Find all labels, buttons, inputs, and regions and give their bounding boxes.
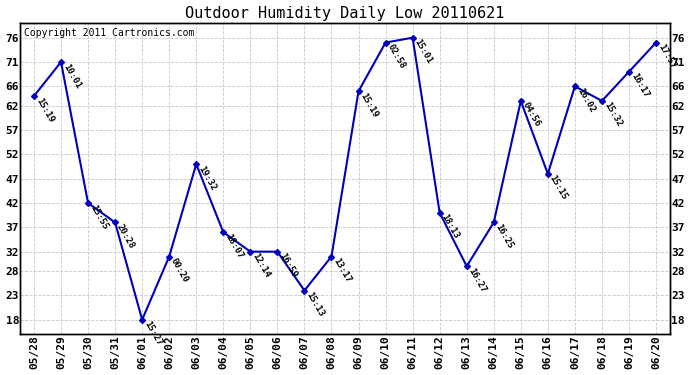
Text: 15:19: 15:19	[34, 96, 55, 124]
Text: Copyright 2011 Cartronics.com: Copyright 2011 Cartronics.com	[23, 28, 194, 38]
Text: 02:58: 02:58	[386, 42, 407, 70]
Text: 16:02: 16:02	[575, 86, 596, 114]
Text: 15:15: 15:15	[548, 174, 569, 202]
Text: 15:13: 15:13	[304, 291, 326, 318]
Text: 10:01: 10:01	[61, 62, 82, 90]
Text: 18:07: 18:07	[224, 232, 244, 260]
Text: 04:56: 04:56	[521, 101, 542, 129]
Text: 15:27: 15:27	[142, 320, 164, 348]
Text: 15:01: 15:01	[413, 38, 434, 66]
Text: 16:25: 16:25	[494, 222, 515, 250]
Text: 18:13: 18:13	[440, 213, 461, 240]
Text: 15:55: 15:55	[88, 203, 109, 231]
Text: 17:57: 17:57	[656, 42, 678, 70]
Text: 13:17: 13:17	[331, 256, 353, 284]
Text: 15:19: 15:19	[359, 91, 380, 119]
Text: 15:32: 15:32	[602, 101, 623, 129]
Text: 16:59: 16:59	[277, 252, 299, 279]
Text: 00:20: 00:20	[169, 256, 190, 284]
Text: 20:28: 20:28	[115, 222, 137, 250]
Text: 19:32: 19:32	[196, 164, 217, 192]
Text: 12:14: 12:14	[250, 252, 272, 279]
Title: Outdoor Humidity Daily Low 20110621: Outdoor Humidity Daily Low 20110621	[186, 6, 504, 21]
Text: 16:17: 16:17	[629, 72, 650, 99]
Text: 16:27: 16:27	[466, 266, 488, 294]
